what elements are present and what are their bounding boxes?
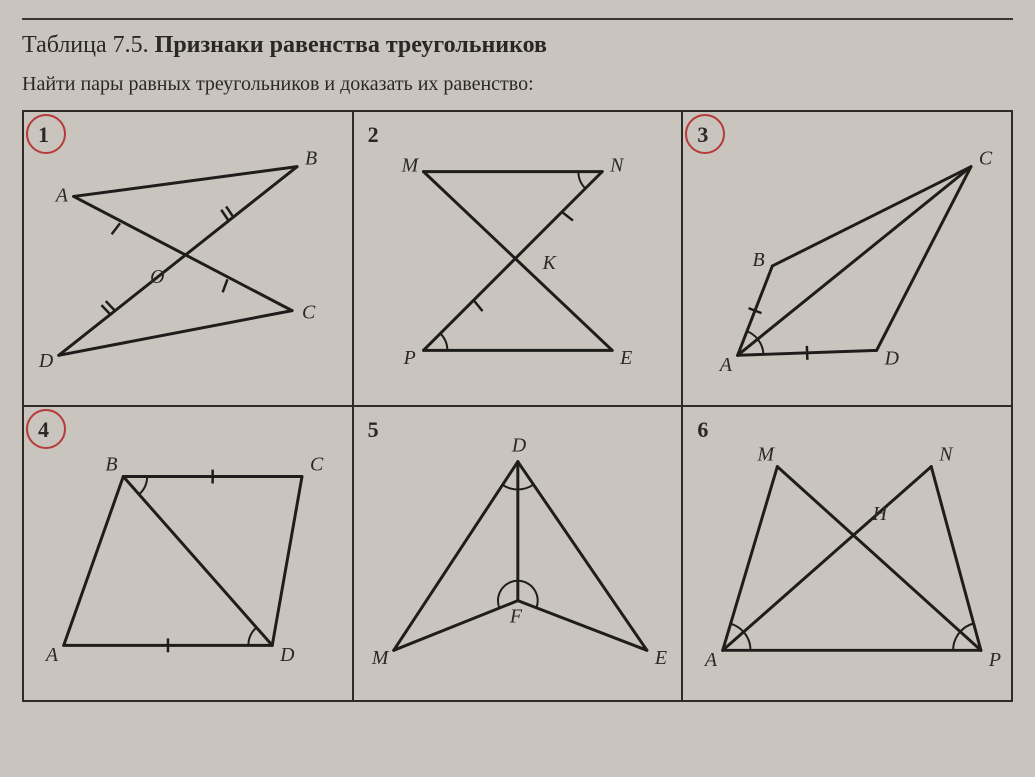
svg-text:M: M: [400, 155, 419, 177]
instruction-text: Найти пары равных треугольников и доказа…: [22, 73, 1013, 96]
cell-6: 6MNHAP: [682, 406, 1012, 701]
svg-text:C: C: [310, 454, 324, 476]
title-prefix: Таблица 7.5.: [22, 32, 149, 58]
svg-text:O: O: [150, 266, 164, 288]
geometry-diagram: M N P E K: [354, 112, 682, 405]
svg-text:E: E: [619, 347, 632, 369]
svg-text:N: N: [609, 155, 625, 177]
svg-text:D: D: [38, 350, 54, 372]
svg-text:B: B: [305, 148, 317, 170]
svg-text:P: P: [988, 649, 1001, 671]
svg-text:H: H: [872, 503, 889, 525]
geometry-diagram: M N H A P: [683, 407, 1011, 700]
problems-grid: 1ABCDO 2MNPEK 3ABCD 4ABCD 5DFME 6MNHAP: [22, 110, 1013, 702]
svg-text:D: D: [511, 435, 527, 457]
cell-1: 1ABCDO: [23, 111, 353, 406]
svg-text:K: K: [541, 252, 557, 274]
svg-text:A: A: [703, 649, 718, 671]
svg-text:A: A: [54, 184, 69, 206]
svg-text:M: M: [757, 444, 776, 466]
svg-text:E: E: [654, 647, 667, 669]
geometry-diagram: A B C D O: [24, 112, 352, 405]
svg-text:C: C: [979, 148, 993, 170]
svg-text:P: P: [402, 347, 415, 369]
svg-text:B: B: [105, 454, 117, 476]
svg-text:C: C: [302, 302, 316, 324]
cell-2: 2MNPEK: [353, 111, 683, 406]
svg-text:A: A: [718, 354, 733, 376]
svg-text:F: F: [509, 606, 523, 628]
geometry-diagram: A B C D: [24, 407, 352, 700]
cell-5: 5DFME: [353, 406, 683, 701]
geometry-diagram: D F M E: [354, 407, 682, 700]
geometry-diagram: A B C D: [683, 112, 1011, 405]
title-main: Признаки равенства треугольников: [155, 32, 547, 58]
svg-text:B: B: [753, 249, 765, 271]
svg-text:M: M: [371, 647, 390, 669]
svg-text:A: A: [44, 644, 59, 666]
svg-text:N: N: [939, 444, 955, 466]
top-horizontal-rule: [22, 18, 1013, 20]
page-title: Таблица 7.5. Признаки равенства треуголь…: [22, 32, 1013, 59]
cell-3: 3ABCD: [682, 111, 1012, 406]
svg-text:D: D: [884, 347, 900, 369]
cell-4: 4ABCD: [23, 406, 353, 701]
svg-text:D: D: [279, 644, 295, 666]
